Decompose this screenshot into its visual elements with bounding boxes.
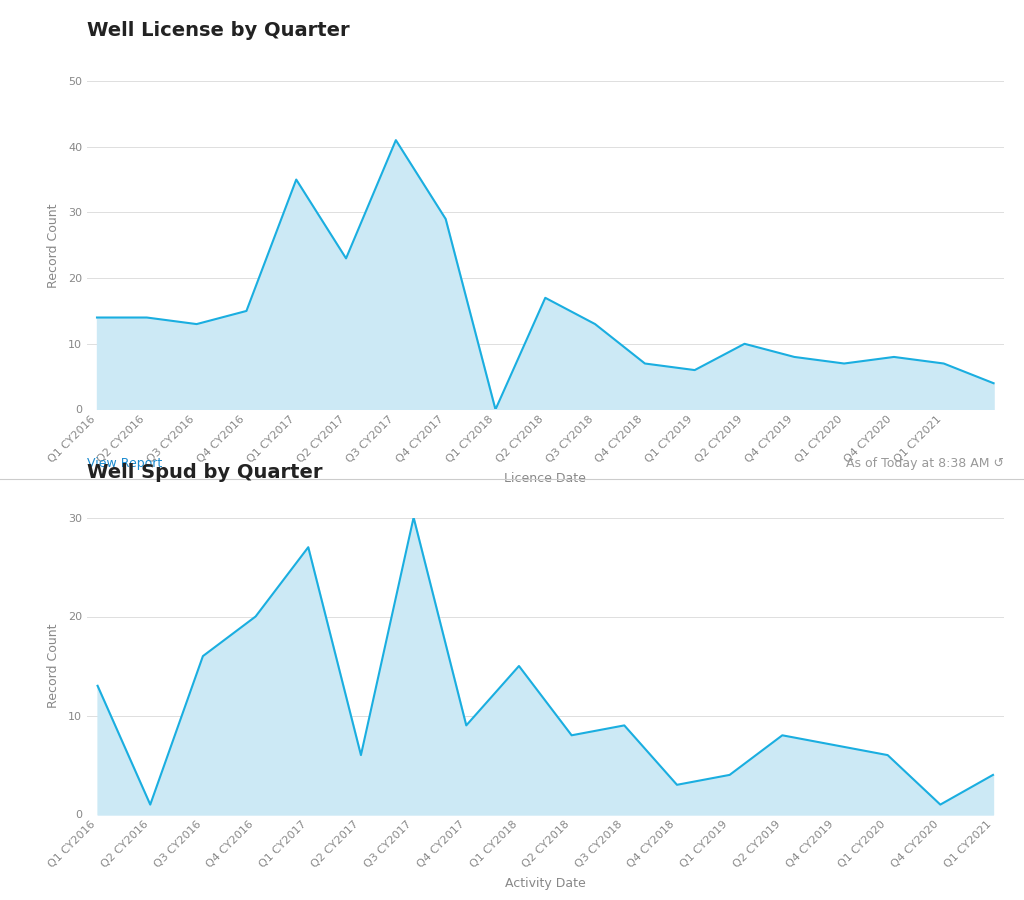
X-axis label: Licence Date: Licence Date xyxy=(505,472,586,485)
Y-axis label: Record Count: Record Count xyxy=(47,624,59,708)
Text: View Report: View Report xyxy=(87,457,162,470)
Y-axis label: Record Count: Record Count xyxy=(47,203,59,287)
X-axis label: Activity Date: Activity Date xyxy=(505,878,586,890)
Text: Well License by Quarter: Well License by Quarter xyxy=(87,22,349,40)
Text: Well Spud by Quarter: Well Spud by Quarter xyxy=(87,463,323,482)
Text: As of Today at 8:38 AM ↺: As of Today at 8:38 AM ↺ xyxy=(846,457,1004,470)
